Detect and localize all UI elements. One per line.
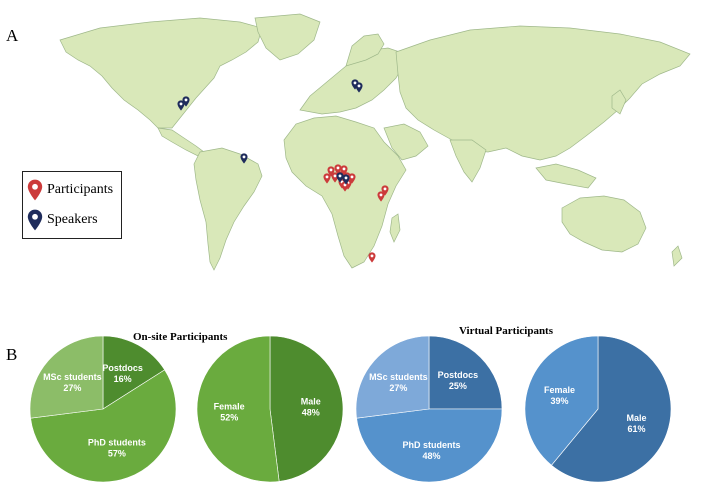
australia — [561, 195, 647, 253]
pie-slice-label: Male — [301, 396, 321, 406]
pie-slice-male — [269, 335, 344, 482]
pie-slice-value: 16% — [114, 374, 132, 384]
pie-slice-label: PhD students — [403, 440, 461, 450]
south-america — [193, 147, 263, 271]
pie-slice-phd-students — [30, 369, 177, 483]
madagascar — [389, 213, 401, 243]
legend-label-speakers: Speakers — [47, 212, 98, 227]
arabia — [383, 123, 429, 161]
pie-slice-value: 27% — [63, 383, 81, 393]
pie-slice-female — [524, 335, 599, 466]
north-america — [59, 17, 263, 129]
pie-slice-male — [551, 335, 672, 483]
pie-slice-msc-students — [29, 335, 104, 419]
pie-slice-value: 48% — [302, 407, 320, 417]
pie-slice-label: Female — [214, 402, 245, 412]
legend-row-speakers: Speakers — [27, 208, 98, 232]
pie-slice-label: Postdocs — [102, 363, 143, 373]
greenland — [254, 13, 321, 61]
pie-slice-value: 48% — [423, 451, 441, 461]
asia — [395, 25, 691, 161]
pie-slice-value: 52% — [220, 413, 238, 423]
pie-slice-value: 39% — [551, 396, 569, 406]
legend-label-participants: Participants — [47, 182, 114, 197]
onsite-group-title: On-site Participants — [133, 331, 228, 343]
pie-slice-label: Female — [544, 385, 575, 395]
southeast-asia-islands — [535, 163, 597, 189]
map-legend: Participants Speakers — [22, 171, 122, 239]
pie-slice-postdocs — [102, 335, 166, 410]
land-masses — [59, 13, 691, 271]
pie-slice-label: PhD students — [88, 437, 146, 447]
africa — [283, 115, 407, 269]
pie-slice-value: 25% — [449, 381, 467, 391]
panel-label-b: B — [6, 345, 18, 364]
speaker-pin-icon — [27, 209, 43, 231]
scandinavia — [345, 33, 385, 67]
pie-slice-postdocs — [428, 335, 503, 410]
pie-slice-label: Male — [626, 413, 646, 423]
japan — [611, 89, 627, 115]
india — [449, 139, 487, 183]
pie-slice-msc-students — [355, 335, 430, 419]
virtual-group-title: Virtual Participants — [459, 325, 553, 337]
pie-slice-value: 61% — [627, 424, 645, 434]
pie-slice-phd-students — [356, 408, 503, 483]
pie-slice-label: MSc students — [369, 372, 428, 382]
panel-label-a: A — [6, 26, 19, 45]
new-zealand — [671, 245, 683, 267]
legend-row-participants: Participants — [27, 178, 113, 202]
pie-slice-label: Postdocs — [438, 370, 479, 380]
world-map — [59, 13, 691, 271]
pie-slice-value: 27% — [389, 383, 407, 393]
pie-slice-value: 57% — [108, 448, 126, 458]
pie-slice-label: MSc students — [43, 372, 102, 382]
participant-pin-icon — [27, 179, 43, 201]
pie-slice-female — [196, 335, 280, 483]
